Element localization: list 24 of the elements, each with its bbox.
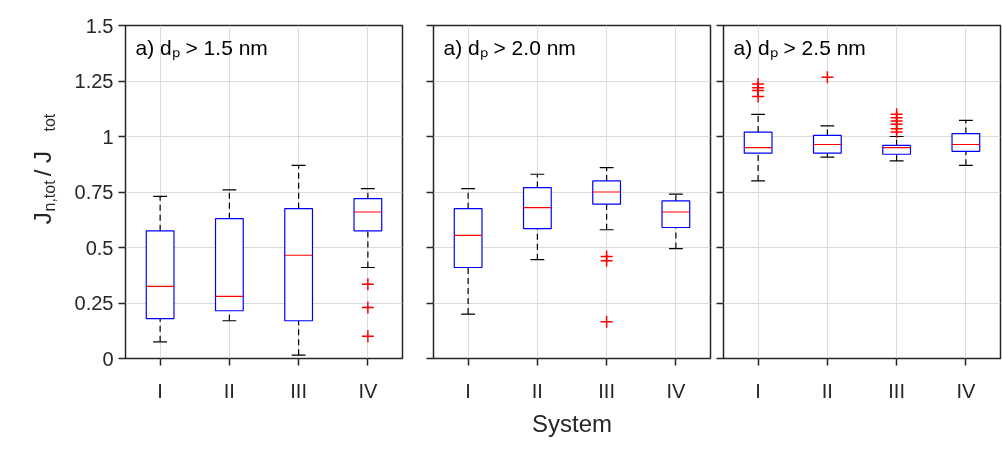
x-tick-label: IV (956, 379, 976, 402)
x-tick-label: III (598, 379, 615, 402)
y-tick-label: 0 (102, 347, 114, 370)
x-tick-label: II (531, 379, 543, 402)
x-tick-label: I (465, 379, 471, 402)
x-tick-label: IV (666, 379, 686, 402)
x-axis-title: System (531, 409, 613, 437)
y-tick-label: 0.25 (74, 292, 114, 314)
y-tick-label: 0.5 (85, 236, 114, 259)
annotation: a) dₚ > 1.5 nm (135, 35, 268, 61)
x-tick-label: IV (358, 379, 378, 402)
x-tick-label: I (157, 379, 163, 402)
x-tick-label: I (755, 379, 761, 402)
y-tick-label: 1.25 (74, 70, 114, 92)
x-tick-label: II (821, 379, 833, 402)
annotation: a) dₚ > 2.0 nm (443, 35, 576, 61)
y-tick-label: 0.75 (74, 181, 114, 203)
x-tick-label: III (290, 379, 307, 402)
x-tick-label: III (888, 379, 905, 402)
y-axis-title: Jn,tot / Jtot (29, 113, 58, 225)
annotation: a) dₚ > 2.5 nm (733, 35, 866, 61)
y-tick-label: 1 (102, 125, 114, 148)
x-tick-label: II (223, 379, 235, 402)
y-tick-label: 1.5 (85, 14, 114, 37)
